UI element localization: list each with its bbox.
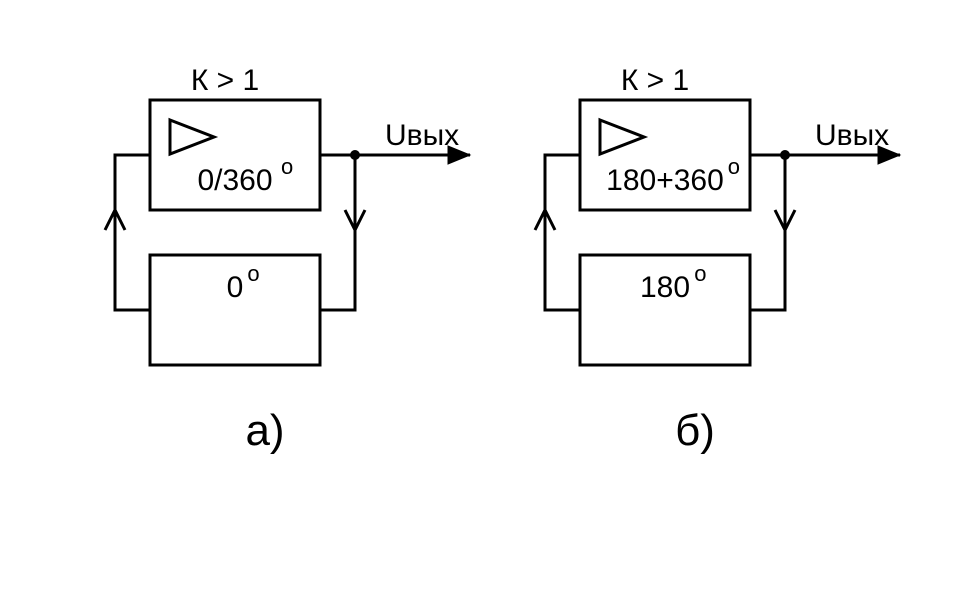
feedback-phase-text: 180 bbox=[640, 271, 690, 304]
right-wire bbox=[750, 155, 785, 310]
right-wire bbox=[320, 155, 355, 310]
feedback-degree-text: о bbox=[247, 261, 259, 286]
amp-degree-text: о bbox=[281, 154, 293, 179]
amp-degree-text: о bbox=[728, 154, 740, 179]
output-label: Uвых bbox=[815, 119, 889, 152]
amp-triangle-icon bbox=[600, 120, 644, 154]
left-wire bbox=[545, 155, 580, 310]
amp-phase-text: 0/360 bbox=[197, 164, 272, 197]
caption-label: а) bbox=[245, 406, 284, 455]
feedback-degree-text: о bbox=[694, 261, 706, 286]
amp-phase-text: 180+360 bbox=[606, 164, 724, 197]
left-wire bbox=[115, 155, 150, 310]
diagram-a: К > 10/360о0оUвыха) bbox=[105, 64, 470, 455]
amp-triangle-icon bbox=[170, 120, 214, 154]
output-label: Uвых bbox=[385, 119, 459, 152]
diagram-b: К > 1180+360о180оUвыхб) bbox=[535, 64, 900, 455]
gain-label: К > 1 bbox=[191, 64, 259, 97]
feedback-phase-text: 0 bbox=[227, 271, 244, 304]
gain-label: К > 1 bbox=[621, 64, 689, 97]
diagram-container: К > 10/360о0оUвыха)К > 1180+360о180оUвых… bbox=[0, 0, 974, 592]
diagram-svg: К > 10/360о0оUвыха)К > 1180+360о180оUвых… bbox=[0, 0, 974, 592]
caption-label: б) bbox=[675, 406, 715, 455]
